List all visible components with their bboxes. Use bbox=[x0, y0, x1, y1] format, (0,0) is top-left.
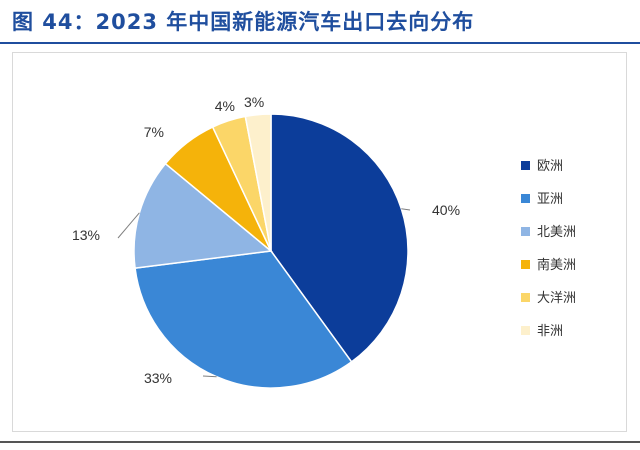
leader-line-3 bbox=[117, 212, 140, 239]
pie-slices bbox=[133, 113, 409, 389]
legend-swatch-1 bbox=[521, 161, 530, 170]
leader-line-2 bbox=[202, 375, 217, 378]
percent-label-5: 4% bbox=[215, 98, 235, 114]
pie-slice-1 bbox=[270, 113, 409, 363]
percent-label-2: 33% bbox=[144, 370, 172, 386]
legend-label-2: 亚洲 bbox=[537, 192, 563, 207]
leader-lines bbox=[117, 208, 411, 378]
percent-label-4: 7% bbox=[144, 124, 164, 140]
legend-swatch-6 bbox=[521, 326, 530, 335]
legend-label-6: 非洲 bbox=[537, 324, 563, 339]
pie-slice-3 bbox=[133, 162, 273, 270]
footer-divider bbox=[0, 441, 640, 443]
legend-label-4: 南美洲 bbox=[537, 257, 576, 273]
legend-label-1: 欧洲 bbox=[537, 159, 563, 174]
legend-swatch-3 bbox=[521, 227, 530, 236]
pie-slice-6 bbox=[244, 113, 272, 252]
leader-line-1 bbox=[401, 208, 411, 211]
legend-label-5: 大洋洲 bbox=[537, 291, 576, 306]
percent-label-1: 40% bbox=[432, 202, 460, 218]
title-divider bbox=[0, 42, 640, 44]
percent-label-3: 13% bbox=[72, 227, 100, 243]
legend-label-3: 北美洲 bbox=[537, 225, 576, 240]
legend-swatch-2 bbox=[521, 194, 530, 203]
chart-title: 图 44：2023 年中国新能源汽车出口去向分布 bbox=[12, 10, 475, 34]
percent-labels: 40% 33% 13% 7% 4% 3% bbox=[72, 94, 460, 386]
percent-label-6: 3% bbox=[244, 94, 264, 110]
legend-swatch-4 bbox=[521, 260, 530, 269]
legend-swatch-5 bbox=[521, 293, 530, 302]
